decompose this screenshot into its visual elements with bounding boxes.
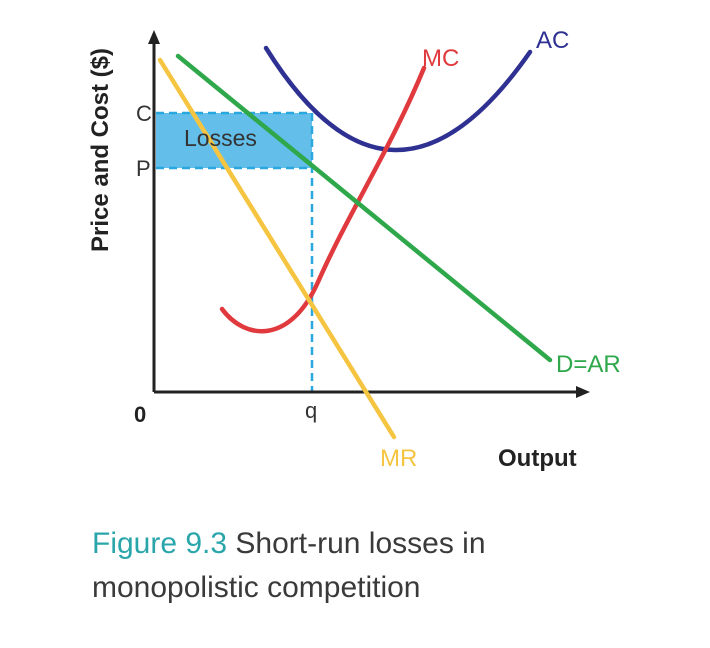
quantity-label: q [305, 398, 317, 423]
price-label: P [136, 156, 151, 181]
demand-label: D=AR [556, 351, 621, 378]
figure-caption: Figure 9.3 Short-run losses in monopolis… [92, 522, 612, 610]
ac-curve [263, 45, 533, 153]
figure-number: Figure 9.3 [92, 527, 228, 560]
mc-label: MC [422, 45, 459, 72]
x-axis-arrow [576, 386, 590, 398]
ac-label: AC [536, 27, 569, 54]
mc-curve [219, 65, 427, 334]
cost-label: C [136, 101, 152, 126]
y-axis-label: Price and Cost ($) [87, 48, 114, 252]
mr-curve [157, 57, 397, 440]
figure-caption-text: Short-run losses in monopolistic competi… [92, 527, 486, 604]
losses-region [156, 113, 312, 168]
mr-label: MR [380, 445, 417, 472]
y-axis-arrow [148, 30, 160, 44]
origin-label: 0 [134, 402, 146, 427]
x-axis-label: Output [498, 445, 577, 472]
demand-curve [175, 53, 553, 363]
losses-label: Losses [184, 125, 257, 151]
